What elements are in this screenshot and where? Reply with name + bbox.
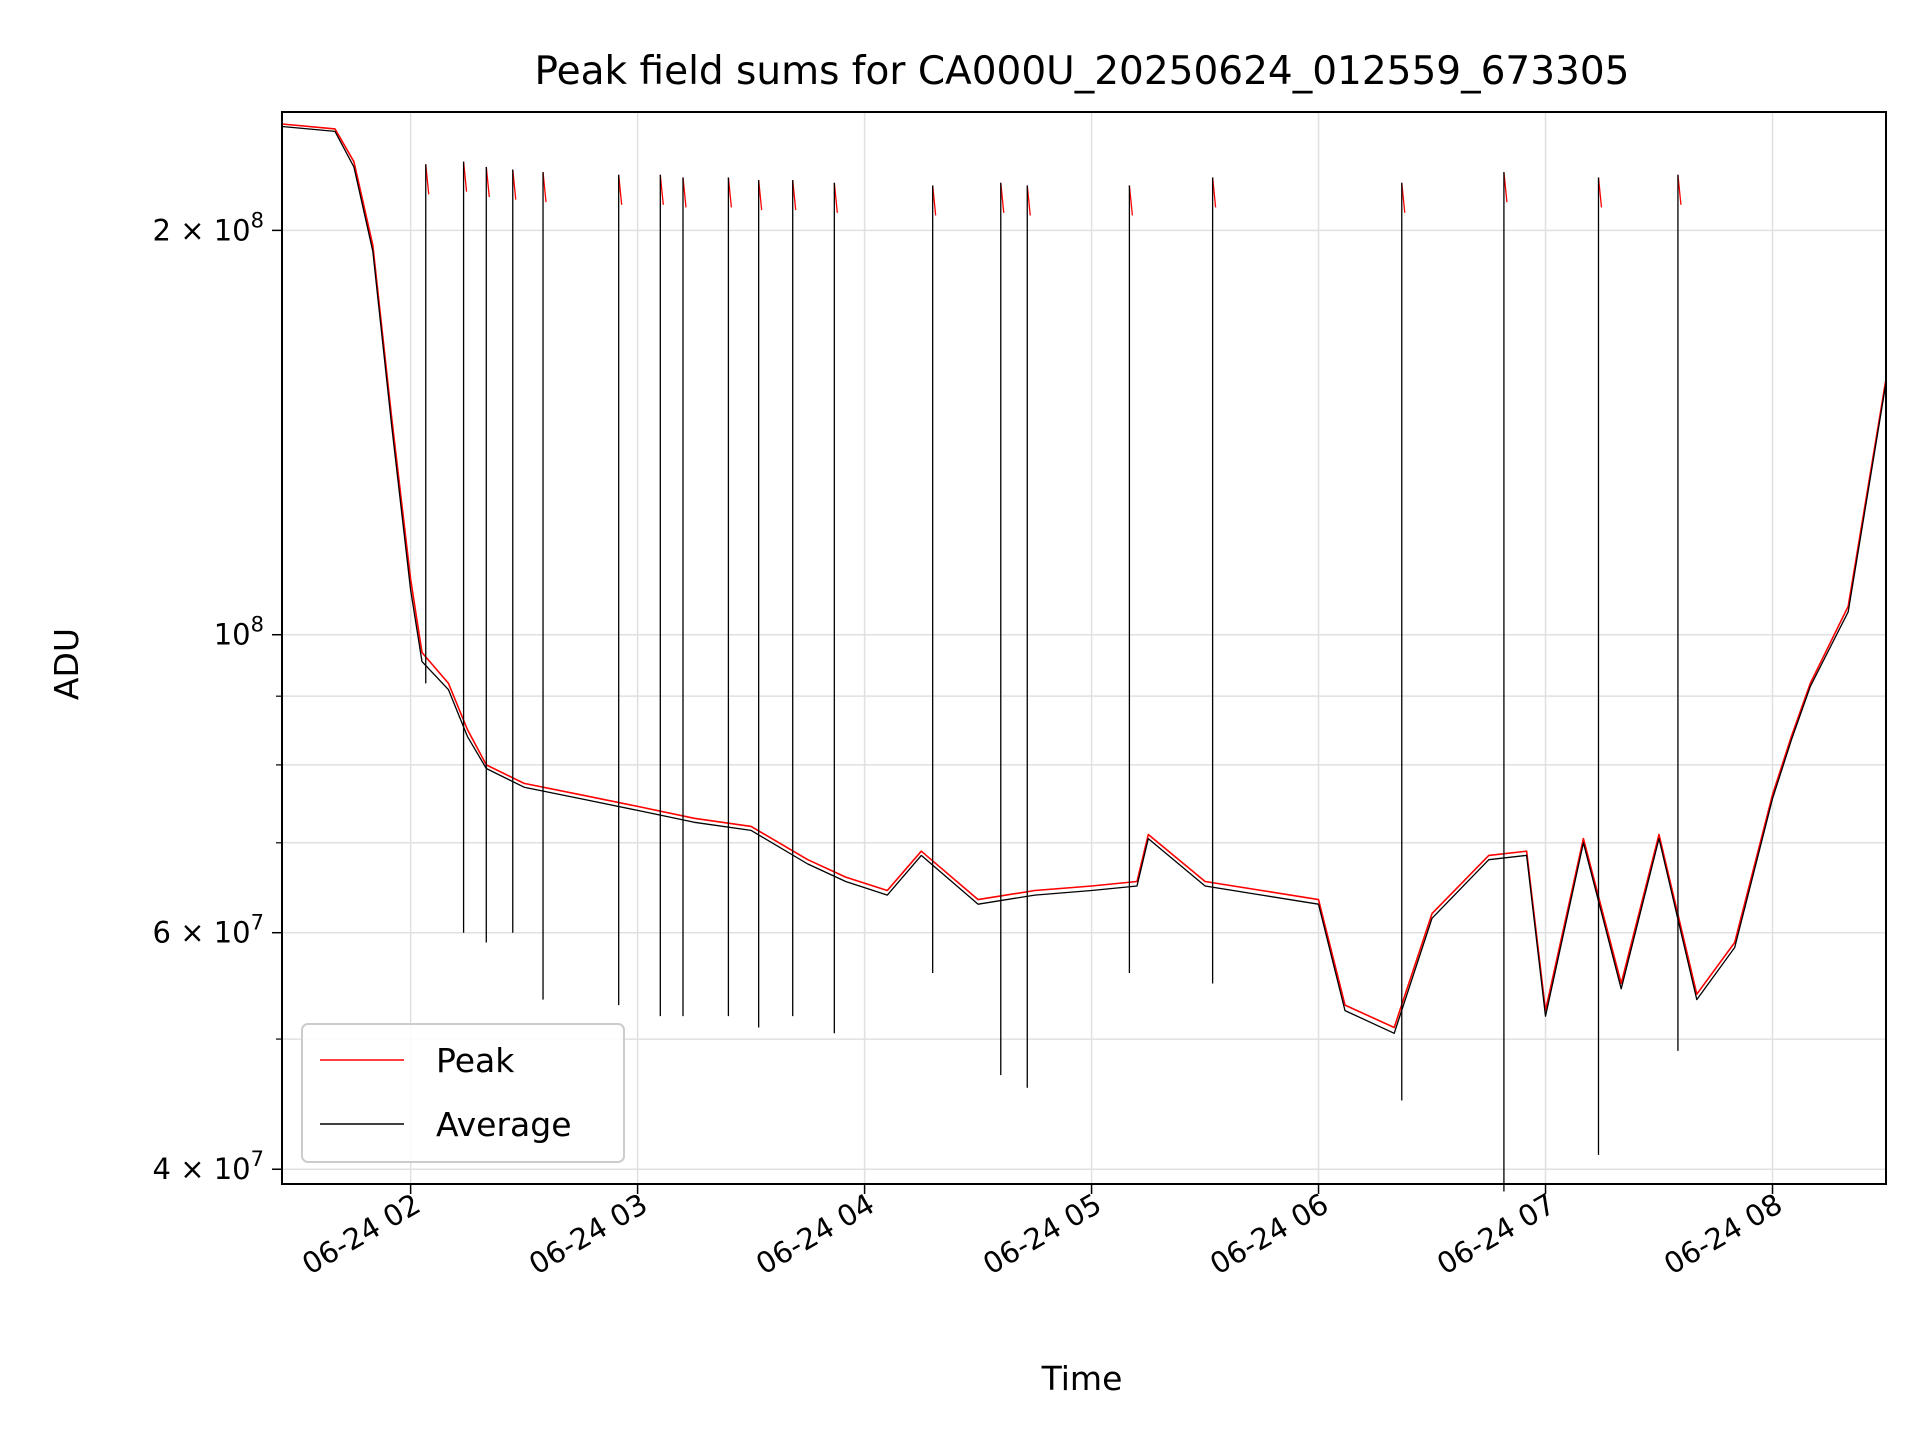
y-tick-label: 4 × 107 — [153, 1147, 264, 1186]
legend-box — [301, 1023, 625, 1163]
legend: Peak Average — [301, 1023, 625, 1163]
chart-title: Peak field sums for CA000U_20250624_0125… — [535, 49, 1630, 94]
plot-frame — [281, 111, 1887, 1185]
y-axis-label: ADU — [47, 628, 86, 700]
x-axis-label: Time — [1041, 1359, 1123, 1398]
legend-label-peak: Peak — [436, 1041, 515, 1080]
y-tick-label: 6 × 107 — [153, 911, 264, 950]
grid-layer — [282, 112, 1886, 1184]
series-line-average — [281, 125, 1887, 1034]
y-tick-label: 108 — [214, 613, 264, 652]
legend-label-average: Average — [436, 1105, 572, 1144]
y-tick-label: 2 × 108 — [153, 208, 264, 247]
series-line-peak — [281, 123, 1887, 1029]
series-layer — [281, 123, 1887, 1192]
